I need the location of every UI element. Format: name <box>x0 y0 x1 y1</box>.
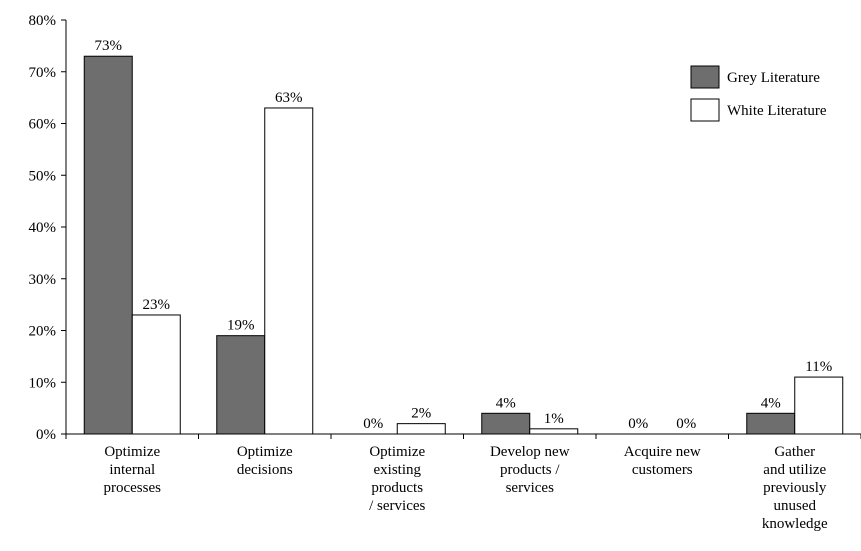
data-label-grey-literature: 4% <box>761 395 781 411</box>
legend-label: White Literature <box>727 103 827 119</box>
bar-grey-literature <box>83 55 133 435</box>
bar-grey-literature <box>746 412 796 435</box>
y-tick-label: 40% <box>29 220 57 236</box>
data-label-grey-literature: 19% <box>227 318 255 334</box>
y-tick-label: 20% <box>29 324 57 340</box>
x-category-label: Optimize internal processes <box>104 444 162 496</box>
data-labels: 73% 23% 19% 63% 0% 2% 4% 1% 0% 0% 4% 11% <box>95 38 833 432</box>
bar-grey-literature <box>481 412 531 435</box>
x-axis: Optimize internal processes Optimize decisio… <box>65 433 861 532</box>
x-category-label: Gather and utilize previously unused knowled… <box>762 444 828 532</box>
data-label-white-literature: 0% <box>676 416 696 432</box>
y-tick-label: 60% <box>29 117 57 133</box>
data-label-white-literature: 11% <box>805 359 832 375</box>
data-label-white-literature: 63% <box>275 90 303 106</box>
y-tick-label: 0% <box>36 427 56 443</box>
bar-white-literature <box>396 423 446 435</box>
x-category-label: Optimize existing products / services <box>369 444 425 514</box>
data-label-grey-literature: 0% <box>628 416 648 432</box>
data-label-grey-literature: 0% <box>363 416 383 432</box>
legend: Grey Literature White Literature <box>690 65 827 122</box>
legend-label: Grey Literature <box>727 70 820 86</box>
legend-swatch <box>690 98 720 122</box>
x-category-label: Develop new products / services <box>490 444 570 496</box>
y-tick-label: 10% <box>29 375 57 391</box>
bar-grey-literature <box>216 335 266 435</box>
bar-white-literature <box>264 107 314 435</box>
data-label-white-literature: 23% <box>143 297 171 313</box>
bar-white-literature <box>131 314 181 435</box>
data-label-grey-literature: 73% <box>95 38 123 54</box>
bar-white-literature <box>529 428 579 435</box>
data-label-white-literature: 1% <box>544 411 564 427</box>
legend-swatch <box>690 65 720 89</box>
data-label-grey-literature: 4% <box>496 395 516 411</box>
x-category-label: Acquire new customers <box>624 444 701 478</box>
y-axis: 0% 10% 20% 30% 40% 50% 60% 70% 80% <box>29 13 67 443</box>
y-tick-label: 50% <box>29 168 57 184</box>
bar-white-literature <box>794 376 844 435</box>
data-label-white-literature: 2% <box>411 406 431 422</box>
y-tick-label: 80% <box>29 13 57 29</box>
x-category-label: Optimize decisions <box>237 444 293 478</box>
y-tick-label: 30% <box>29 272 57 288</box>
y-tick-label: 70% <box>29 65 57 81</box>
